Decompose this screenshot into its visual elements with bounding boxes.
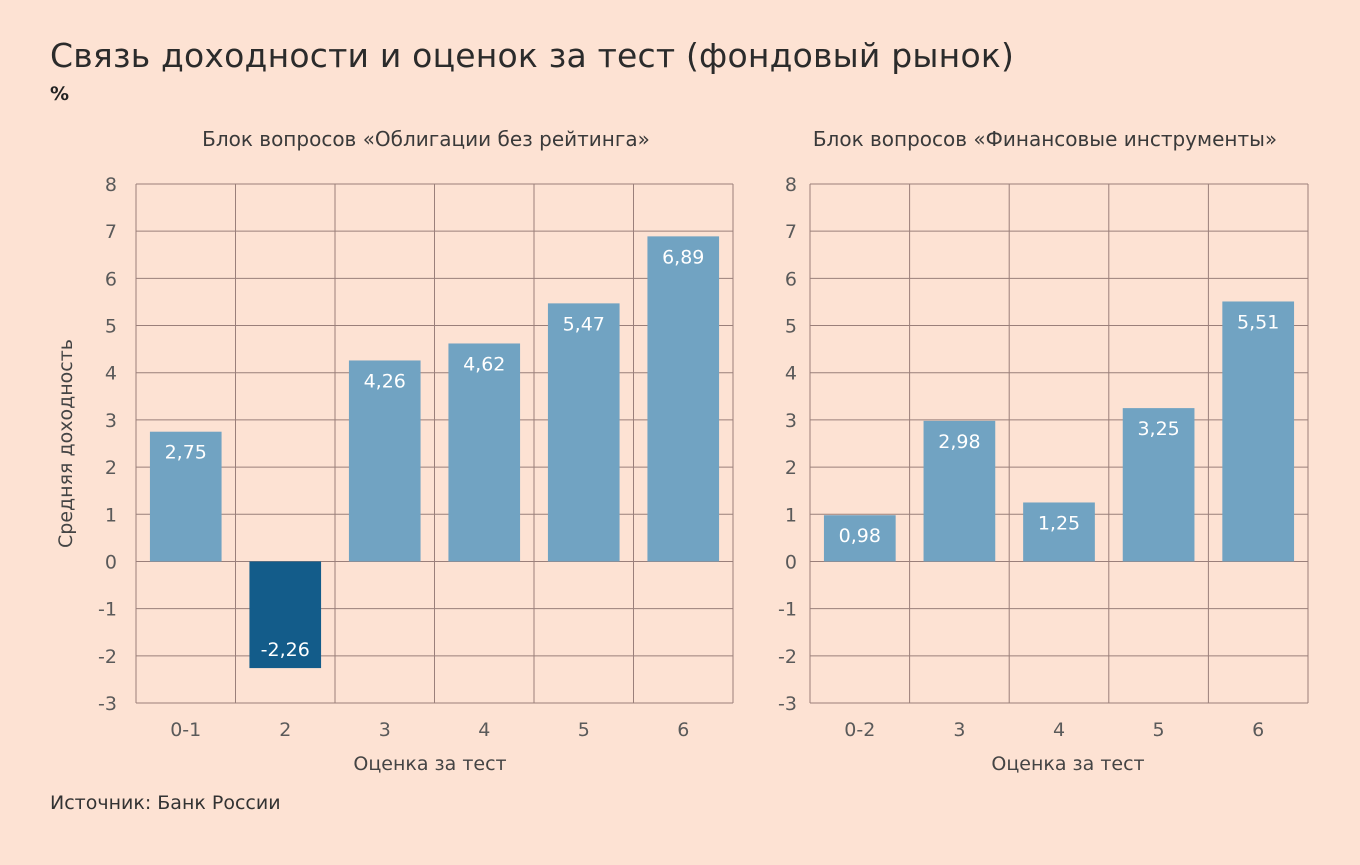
bar [1122,408,1195,562]
data-label: 4,26 [364,370,406,392]
data-label: 4,62 [463,353,505,375]
y-tick-label: 6 [105,268,117,290]
panel-bonds-without-rating: Блок вопросов «Облигации без рейтинга» 8 7… [55,127,734,775]
y-tick-label: 8 [785,174,797,196]
y-tick-label: 5 [785,316,797,338]
bar [1023,502,1095,562]
y-tick-label: 0 [785,551,797,573]
bar [823,515,896,562]
y-tick-label: 1 [105,504,117,526]
data-label: 5,47 [563,313,605,335]
y-tick-label: -2 [778,646,797,668]
bar [149,431,222,562]
x-tick-label: 6 [1252,719,1264,741]
x-tick-label: 4 [478,719,490,741]
x-tick-label: 3 [953,719,965,741]
y-tick-label: 3 [785,410,797,432]
y-tick-label: -1 [778,599,797,621]
y-tick-label: 3 [105,410,117,432]
y-tick-label: 7 [785,221,797,243]
bar [348,360,421,562]
data-label: -2,26 [261,639,310,661]
y-tick-label: 0 [105,551,117,573]
y-tick-label: 7 [105,221,117,243]
x-tick-label: 4 [1053,719,1065,741]
data-label: 2,98 [938,431,980,453]
y-tick-label: -3 [98,693,117,715]
panel-financial-instruments: Блок вопросов «Финансовые инструменты» 8 7… [778,127,1309,775]
chart-title: Связь доходности и оценок за тест (фондо… [50,36,1015,75]
x-tick-label: 3 [379,719,391,741]
panel-title: Блок вопросов «Финансовые инструменты» [813,127,1277,151]
x-axis-label: Оценка за тест [991,753,1144,775]
data-label: 3,25 [1137,418,1179,440]
y-tick-label: 4 [105,363,117,385]
y-tick-label: 2 [105,457,117,479]
y-tick-label: 1 [785,504,797,526]
x-tick-label: 0-2 [844,719,875,741]
x-tick-label: 5 [578,719,590,741]
y-axis-label: Средняя доходность [55,339,77,548]
data-label: 2,75 [165,442,207,464]
y-tick-label: -2 [98,646,117,668]
x-axis-label: Оценка за тест [353,753,506,775]
unit-label: % [50,83,70,105]
y-tick-label: -3 [778,693,797,715]
x-tick-label: 5 [1153,719,1165,741]
bar [448,343,521,562]
y-tick-label: -1 [98,599,117,621]
x-tick-label: 6 [677,719,689,741]
data-label: 1,25 [1038,512,1080,534]
y-tick-label: 6 [785,268,797,290]
bar [647,236,720,562]
bar [1222,301,1295,562]
x-tick-label: 0-1 [170,719,201,741]
y-tick-label: 4 [785,363,797,385]
y-tick-label: 5 [105,316,117,338]
source-note: Источник: Банк России [50,792,281,814]
data-label: 5,51 [1237,311,1279,333]
data-label: 0,98 [839,525,881,547]
bar [547,303,620,562]
bar [923,420,996,562]
x-tick-label: 2 [279,719,291,741]
data-label: 6,89 [662,246,704,268]
bar [249,561,322,669]
y-tick-label: 8 [105,174,117,196]
panel-title: Блок вопросов «Облигации без рейтинга» [202,127,650,151]
y-tick-label: 2 [785,457,797,479]
